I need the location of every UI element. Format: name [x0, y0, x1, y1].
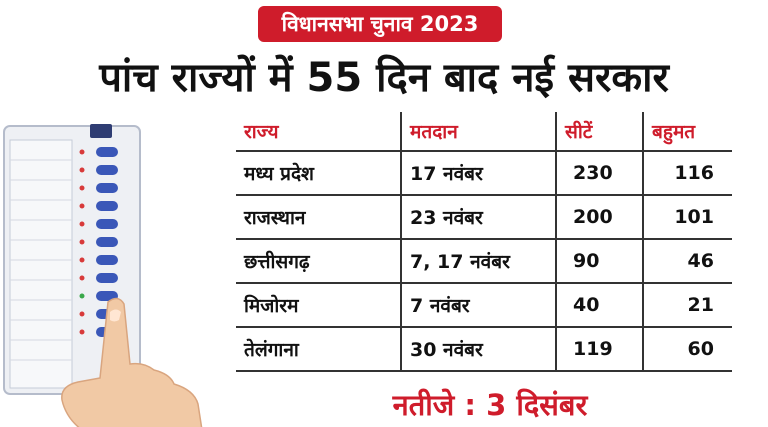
table-row: मध्य प्रदेश 17 नवंबर 230 116	[236, 151, 732, 196]
header-majority: बहुमत	[642, 112, 732, 152]
majority-cell: 46	[642, 239, 732, 284]
result-date: नतीजे : 3 दिसंबर	[392, 388, 588, 422]
seats-cell: 200	[555, 195, 643, 240]
seats-cell: 230	[555, 151, 643, 196]
election-badge: विधानसभा चुनाव 2023	[258, 6, 502, 42]
table-header-row: राज्य मतदान सीटें बहुमत	[236, 112, 732, 152]
table-row: छत्तीसगढ़ 7, 17 नवंबर 90 46	[236, 239, 732, 284]
polling-date-cell: 23 नवंबर	[400, 195, 556, 240]
majority-cell: 21	[642, 283, 732, 328]
state-cell: तेलंगाना	[236, 327, 401, 372]
majority-cell: 101	[642, 195, 732, 240]
header-polling-date: मतदान	[400, 112, 556, 152]
state-cell: छत्तीसगढ़	[236, 239, 401, 284]
election-schedule-table: राज्य मतदान सीटें बहुमत मध्य प्रदेश 17 न…	[236, 112, 732, 372]
majority-cell: 116	[642, 151, 732, 196]
state-cell: राजस्थान	[236, 195, 401, 240]
polling-date-cell: 7, 17 नवंबर	[400, 239, 556, 284]
headline: पांच राज्यों में 55 दिन बाद नई सरकार	[99, 55, 669, 101]
header-state: राज्य	[236, 112, 401, 152]
majority-cell: 60	[642, 327, 732, 372]
evm-machine-illustration	[3, 124, 203, 427]
polling-date-cell: 17 नवंबर	[400, 151, 556, 196]
state-cell: मध्य प्रदेश	[236, 151, 401, 196]
table-row: तेलंगाना 30 नवंबर 119 60	[236, 327, 732, 372]
table-row: मिजोरम 7 नवंबर 40 21	[236, 283, 732, 328]
table-row: राजस्थान 23 नवंबर 200 101	[236, 195, 732, 240]
polling-date-cell: 7 नवंबर	[400, 283, 556, 328]
seats-cell: 119	[555, 327, 643, 372]
header-seats: सीटें	[555, 112, 643, 152]
seats-cell: 40	[555, 283, 643, 328]
polling-date-cell: 30 नवंबर	[400, 327, 556, 372]
seats-cell: 90	[555, 239, 643, 284]
state-cell: मिजोरम	[236, 283, 401, 328]
